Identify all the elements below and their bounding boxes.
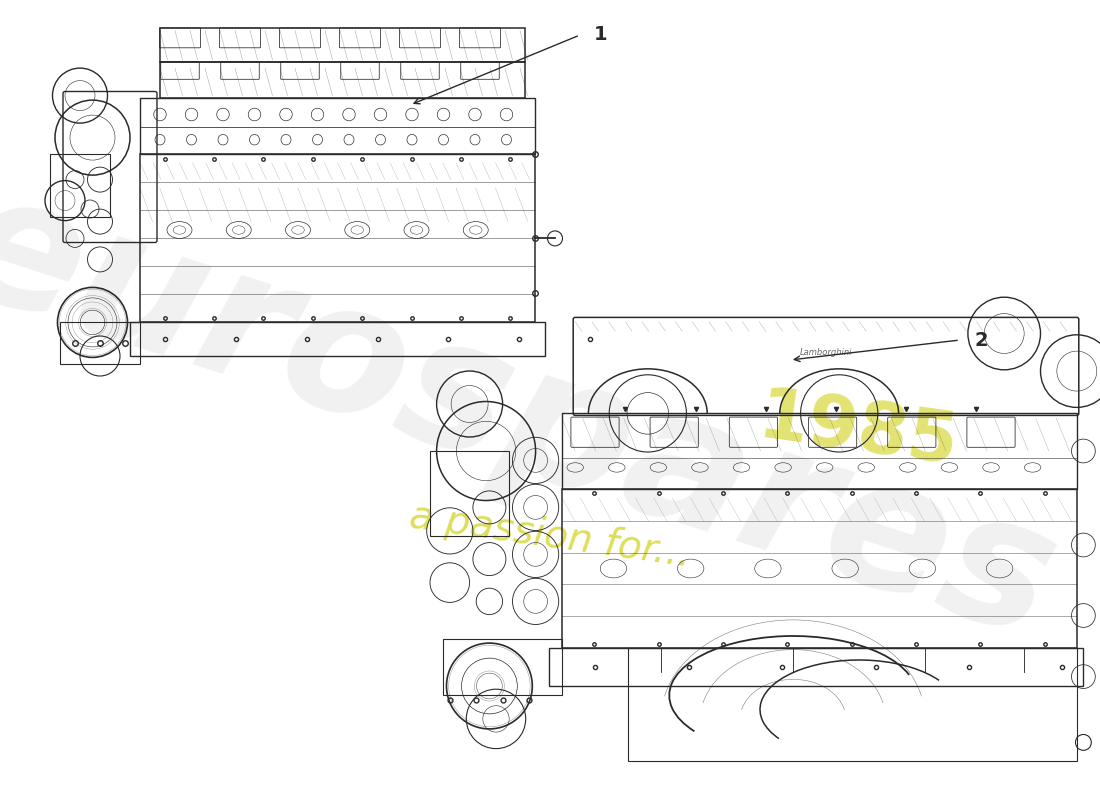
Text: 2: 2	[974, 330, 988, 350]
Text: Lamborghini: Lamborghini	[800, 348, 852, 357]
Text: 1985: 1985	[754, 384, 962, 480]
Text: eurospares: eurospares	[0, 156, 1076, 676]
Text: a passion for...: a passion for...	[407, 498, 693, 574]
Text: 1: 1	[594, 26, 607, 45]
